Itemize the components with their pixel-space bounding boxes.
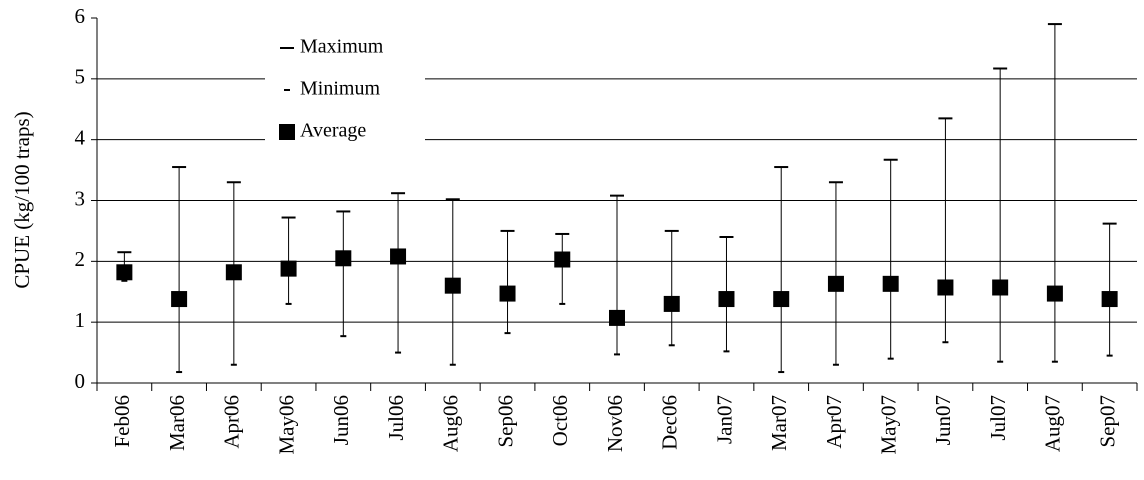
avg-mark (554, 251, 571, 268)
avg-mark (773, 291, 790, 308)
x-tick-label: Sep06 (493, 395, 517, 448)
x-tick-label: Jun07 (931, 395, 955, 445)
avg-mark (225, 264, 242, 281)
avg-mark (1046, 285, 1063, 302)
y-tick-label: 6 (75, 4, 86, 28)
x-tick-label: Jun06 (329, 395, 353, 445)
avg-mark (499, 285, 516, 302)
y-tick-label: 1 (75, 308, 86, 332)
avg-mark (827, 275, 844, 292)
y-tick-label: 5 (75, 65, 86, 89)
y-tick-label: 0 (75, 369, 86, 393)
x-tick-label: Mar07 (767, 395, 791, 451)
x-tick-label: Sep07 (1095, 395, 1119, 448)
avg-mark (390, 248, 407, 265)
x-tick-label: Aug06 (439, 395, 463, 452)
avg-mark (171, 291, 188, 308)
legend: Maximum Minimum Average (265, 30, 425, 152)
x-tick-label: May06 (274, 395, 298, 455)
x-tick-label: Jul07 (986, 395, 1010, 441)
y-tick-label: 3 (75, 186, 86, 210)
legend-marker (279, 124, 295, 140)
y-axis-title: CPUE (kg/100 traps) (10, 111, 34, 288)
x-tick-label: Jan07 (712, 395, 736, 444)
x-tick-label: Jul06 (384, 395, 408, 441)
avg-mark (609, 309, 625, 326)
avg-mark (663, 295, 680, 312)
x-tick-label: Mar06 (165, 395, 189, 451)
x-tick-label: Apr07 (822, 395, 846, 449)
y-tick-label: 4 (75, 125, 86, 149)
avg-mark (444, 277, 461, 294)
x-tick-label: Apr06 (220, 395, 244, 449)
avg-mark (718, 291, 735, 308)
x-tick-label: Oct06 (548, 395, 572, 446)
x-tick-label: Aug07 (1041, 395, 1065, 452)
avg-mark (1101, 291, 1118, 308)
legend-label: Minimum (300, 78, 380, 100)
avg-mark (992, 279, 1009, 296)
x-tick-label: Dec06 (658, 395, 682, 450)
x-tick-label: Feb06 (110, 395, 134, 448)
avg-mark (882, 275, 899, 292)
avg-mark (116, 264, 133, 281)
avg-mark (280, 260, 297, 277)
x-tick-label: Nov06 (603, 395, 627, 452)
y-tick-label: 2 (75, 247, 86, 271)
legend-label: Maximum (300, 36, 384, 58)
avg-mark (335, 250, 352, 267)
x-tick-label: May07 (876, 395, 900, 455)
avg-mark (937, 279, 954, 296)
legend-label: Average (300, 120, 366, 142)
